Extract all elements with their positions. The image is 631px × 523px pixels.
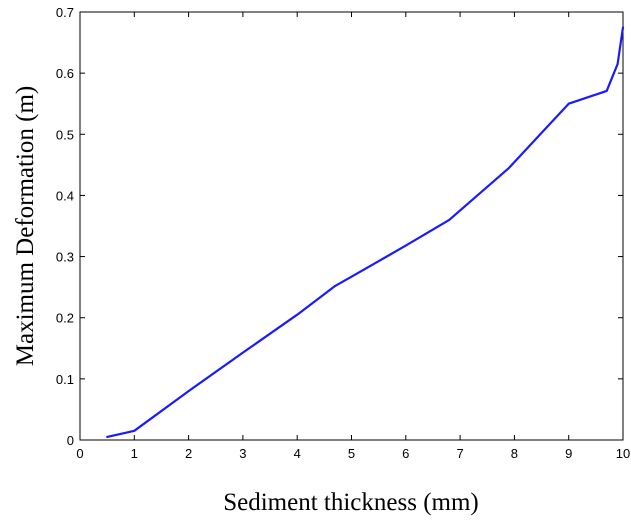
y-tick-label: 0.6 (56, 66, 74, 81)
y-axis-ticks: 0 0.1 0.2 0.3 0.4 0.5 0.6 0.7 (56, 5, 623, 448)
x-tick-label: 9 (565, 446, 572, 461)
y-axis-title: Maximum Deformation (m) (12, 86, 39, 367)
y-tick-label: 0.4 (56, 188, 74, 203)
x-tick-label: 2 (185, 446, 192, 461)
x-tick-label: 4 (294, 446, 301, 461)
x-tick-label: 7 (456, 446, 463, 461)
x-tick-label: 6 (402, 446, 409, 461)
x-tick-label: 1 (131, 446, 138, 461)
x-tick-label: 10 (616, 446, 630, 461)
y-tick-label: 0.5 (56, 127, 74, 142)
x-tick-label: 5 (348, 446, 355, 461)
x-tick-label: 3 (239, 446, 246, 461)
x-axis-ticks: 0 1 2 3 4 5 6 7 8 9 10 (76, 12, 630, 461)
series-layer (106, 26, 625, 438)
y-tick-label: 0.7 (56, 5, 74, 20)
y-tick-label: 0 (67, 433, 74, 448)
series-line (106, 26, 625, 438)
y-tick-label: 0.1 (56, 372, 74, 387)
x-axis-title: Sediment thickness (mm) (223, 489, 479, 516)
y-tick-label: 0.2 (56, 311, 74, 326)
y-tick-label: 0.3 (56, 250, 74, 265)
x-tick-label: 8 (511, 446, 518, 461)
x-tick-label: 0 (76, 446, 83, 461)
plot-frame (79, 11, 624, 441)
